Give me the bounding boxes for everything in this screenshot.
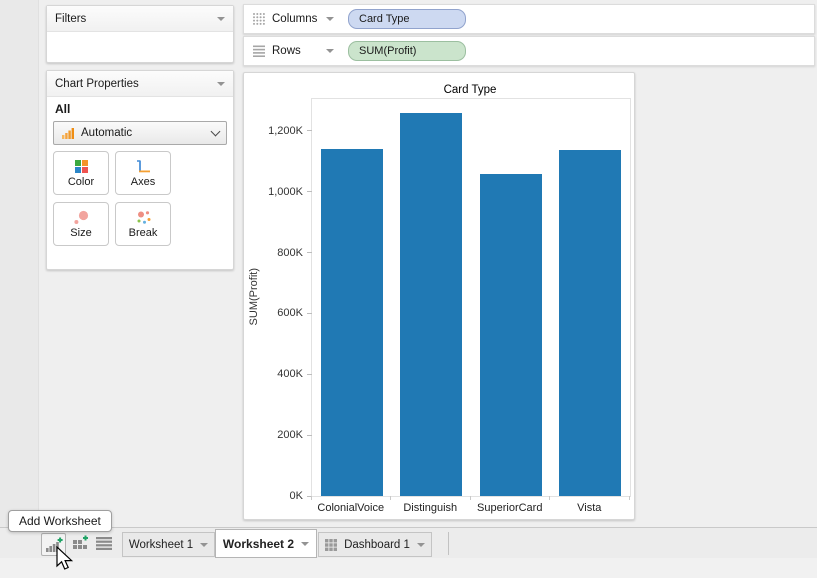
sheet-tab-bar: Worksheet 1 Worksheet 2 Dashboard 1: [0, 527, 817, 559]
mini-barchart-icon: [62, 128, 74, 139]
x-axis-tick: [628, 496, 630, 500]
bars-container: [312, 99, 630, 496]
tab-label: Worksheet 1: [128, 538, 194, 551]
columns-shelf[interactable]: Columns Card Type: [243, 4, 815, 34]
chart-title: Card Type: [443, 84, 497, 96]
sheet-list-button[interactable]: [95, 536, 113, 550]
plot-area: 0K 200K 400K 600K 800K 1,000K 1,200K: [268, 98, 631, 502]
color-button[interactable]: Color: [53, 151, 109, 195]
chart-properties-header: Chart Properties: [47, 71, 233, 97]
y-axis-tick: 1,200K: [268, 124, 312, 138]
y-axis-tick: 200K: [277, 428, 312, 442]
chart-area: Card Type SUM(Profit) 0K 200K 400K 600K 800K…: [243, 72, 635, 520]
collapse-icon[interactable]: [217, 81, 225, 86]
rows-label: Rows: [272, 45, 301, 57]
tab-menu-icon[interactable]: [416, 542, 425, 547]
columns-dropdown-icon[interactable]: [326, 17, 334, 21]
x-axis-label: Vista: [577, 502, 602, 514]
tab-label: Worksheet 2: [222, 536, 295, 551]
color-swatches-icon: [74, 159, 88, 173]
mouse-cursor: [56, 546, 74, 570]
y-axis-tick: 1,000K: [268, 185, 312, 199]
tab-worksheet-2[interactable]: Worksheet 2: [215, 529, 317, 558]
break-button[interactable]: Break: [115, 202, 171, 246]
x-axis-labels: ColonialVoice Distinguish SuperiorCard Vist…: [311, 502, 629, 514]
y-axis-tick: 800K: [277, 246, 312, 260]
left-gutter: [0, 0, 39, 527]
axes-button-label: Axes: [130, 175, 156, 188]
y-axis-tick: 400K: [277, 367, 312, 381]
status-bar: [0, 558, 817, 578]
break-dots-icon: [137, 210, 150, 224]
break-button-label: Break: [128, 226, 158, 239]
y-axis-tick: 600K: [277, 306, 312, 320]
chart-properties-card: Chart Properties All Automatic: [46, 70, 234, 270]
axes-button[interactable]: Axes: [115, 151, 171, 195]
mark-type-value: Automatic: [81, 127, 133, 139]
x-axis-ticks: [310, 496, 630, 500]
x-axis-label: Distinguish: [403, 502, 458, 514]
sheet-list-icon: [96, 536, 112, 550]
bar-vista[interactable]: [559, 150, 622, 496]
filters-title: Filters: [55, 12, 87, 25]
x-axis-tick: [469, 496, 471, 500]
filters-card: Filters: [46, 5, 234, 63]
x-axis-tick: [390, 496, 391, 500]
columns-label: Columns: [272, 13, 318, 25]
bar-distinguish[interactable]: [400, 113, 463, 496]
new-dashboard-icon: [73, 535, 88, 549]
mark-type-dropdown[interactable]: Automatic: [53, 121, 227, 145]
x-axis-label: ColonialVoice: [317, 502, 385, 514]
chart-properties-title: Chart Properties: [55, 77, 139, 90]
columns-grip-icon: [252, 12, 266, 26]
tab-menu-icon[interactable]: [301, 541, 310, 546]
add-worksheet-tooltip: Add Worksheet: [8, 510, 112, 532]
x-axis-tick: [549, 496, 550, 500]
tab-menu-icon[interactable]: [200, 542, 209, 547]
y-axis: 0K 200K 400K 600K 800K 1,000K 1,200K: [250, 99, 312, 502]
rows-grip-icon: [252, 44, 266, 58]
tab-label: Dashboard 1: [344, 538, 410, 551]
x-axis-label: SuperiorCard: [477, 502, 543, 514]
property-buttons: Color Axes Size: [47, 145, 233, 253]
axes-icon: [137, 159, 150, 172]
y-axis-tick: 0K: [290, 489, 312, 503]
x-axis-tick: [310, 496, 312, 500]
collapse-icon[interactable]: [217, 16, 225, 21]
filters-header: Filters: [47, 6, 233, 32]
size-circles-icon: [74, 210, 89, 224]
color-button-label: Color: [67, 175, 95, 188]
bar-colonialvoice[interactable]: [320, 149, 383, 496]
size-button[interactable]: Size: [53, 202, 109, 246]
pill-card-type[interactable]: Card Type: [348, 9, 466, 29]
tab-dashboard-1[interactable]: Dashboard 1: [318, 532, 432, 557]
dashboard-grid-icon: [325, 538, 338, 551]
pill-sum-profit[interactable]: SUM(Profit): [348, 41, 466, 61]
rows-dropdown-icon[interactable]: [326, 49, 334, 53]
scope-label: All: [55, 101, 71, 116]
rows-shelf[interactable]: Rows SUM(Profit): [243, 36, 815, 66]
size-button-label: Size: [70, 226, 92, 239]
bar-superiorcard[interactable]: [479, 174, 542, 496]
chevron-down-icon: [210, 126, 221, 137]
tab-divider: [448, 532, 449, 555]
tab-worksheet-1[interactable]: Worksheet 1: [122, 532, 215, 557]
add-dashboard-button[interactable]: [71, 534, 91, 552]
